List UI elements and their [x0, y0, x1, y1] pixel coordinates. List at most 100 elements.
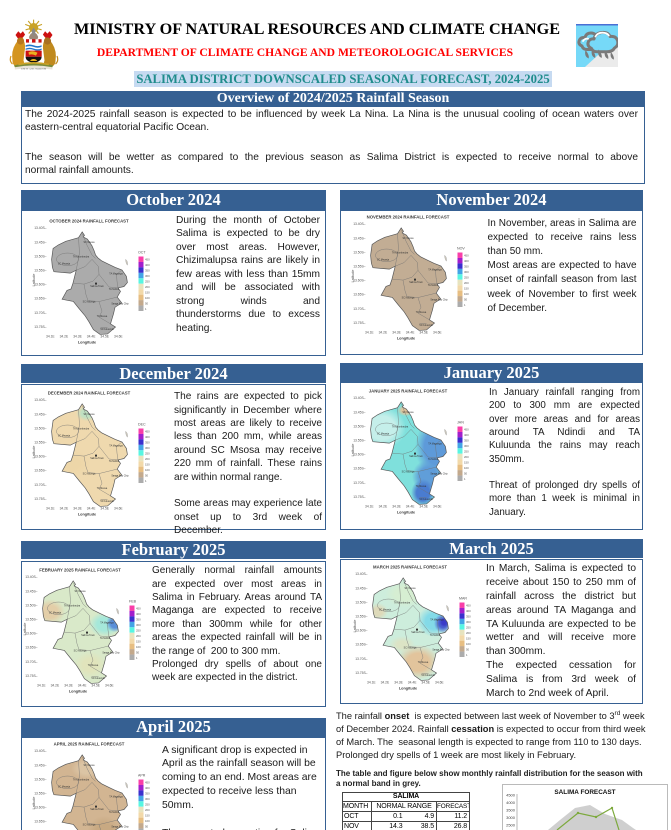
svg-text:TA Kuluunda: TA Kuluunda	[419, 324, 433, 327]
svg-text:450: 450	[464, 428, 469, 432]
svg-text:200: 200	[145, 456, 150, 460]
svg-text:400: 400	[464, 259, 469, 263]
svg-text:SC Kalonga: SC Kalonga	[74, 649, 87, 652]
svg-text:34.3E: 34.3E	[73, 506, 82, 510]
svg-text:200: 200	[145, 808, 150, 812]
svg-text:13.45S–: 13.45S–	[34, 241, 46, 245]
svg-text:TA Kuluunda: TA Kuluunda	[91, 677, 105, 680]
svg-text:Longitude: Longitude	[397, 337, 415, 341]
svg-text:1: 1	[145, 307, 147, 311]
svg-text:Salima Town: Salima Town	[411, 631, 425, 634]
svg-text:13.55S–: 13.55S–	[34, 792, 46, 796]
svg-text:13.40S–: 13.40S–	[25, 575, 37, 579]
svg-text:TA Ndindi: TA Ndindi	[100, 636, 111, 639]
svg-text:34.2E: 34.2E	[51, 683, 60, 687]
svg-text:TA Ndindi: TA Ndindi	[430, 634, 441, 637]
svg-text:TA Msusa: TA Msusa	[97, 487, 108, 490]
svg-text:SC Mwanja: SC Mwanja	[377, 433, 390, 436]
svg-text:13.45S–: 13.45S–	[34, 412, 46, 416]
svg-text:TA Khombedza: TA Khombedza	[73, 778, 90, 781]
svg-text:13.70S–: 13.70S–	[25, 659, 37, 663]
svg-text:Latitude: Latitude	[32, 797, 36, 810]
svg-text:34.3E: 34.3E	[73, 335, 82, 339]
svg-text:200: 200	[464, 281, 469, 285]
svg-text:TA Maganga: TA Maganga	[109, 444, 123, 447]
svg-text:34.3E: 34.3E	[64, 683, 73, 687]
svg-text:13.55S–: 13.55S–	[353, 439, 365, 443]
svg-text:50: 50	[464, 471, 468, 475]
svg-text:1: 1	[464, 303, 466, 307]
svg-text:400: 400	[145, 435, 150, 439]
svg-text:SC Msosa: SC Msosa	[402, 411, 414, 414]
svg-text:350: 350	[145, 440, 150, 444]
svg-text:450: 450	[145, 258, 150, 262]
svg-text:250: 250	[136, 628, 141, 632]
svg-text:Longitude: Longitude	[399, 687, 417, 691]
svg-text:SC Msosa: SC Msosa	[404, 587, 416, 590]
svg-text:13.65S–: 13.65S–	[34, 297, 46, 301]
svg-text:350: 350	[466, 615, 471, 619]
svg-text:450: 450	[145, 429, 150, 433]
svg-text:SC Kalonga: SC Kalonga	[402, 471, 415, 474]
svg-text:13.45S–: 13.45S–	[353, 410, 365, 414]
svg-text:Latitude: Latitude	[23, 622, 27, 635]
svg-text:300: 300	[145, 797, 150, 801]
svg-text:Salima Town: Salima Town	[409, 281, 423, 284]
svg-text:400: 400	[464, 433, 469, 437]
svg-text:SC Mwanja: SC Mwanja	[379, 609, 392, 612]
svg-text:13.60S–: 13.60S–	[353, 453, 365, 457]
svg-text:34.5E: 34.5E	[421, 681, 430, 685]
svg-text:450: 450	[145, 781, 150, 785]
svg-text:150: 150	[466, 636, 471, 640]
svg-text:300: 300	[466, 620, 471, 624]
svg-text:13.75S–: 13.75S–	[355, 671, 367, 675]
svg-text:300: 300	[136, 623, 141, 627]
svg-text:Latitude: Latitude	[351, 270, 355, 283]
svg-text:13.40S–: 13.40S–	[34, 227, 46, 231]
svg-text:50: 50	[145, 302, 149, 306]
svg-text:350: 350	[464, 265, 469, 269]
svg-text:SALIMA FORECAST: SALIMA FORECAST	[554, 789, 615, 796]
svg-text:TA Msusa: TA Msusa	[416, 485, 427, 488]
svg-text:DECEMBER 2024 RAINFALL FORECAS: DECEMBER 2024 RAINFALL FORECAST	[48, 390, 131, 395]
svg-text:UNITY AND FREEDOM: UNITY AND FREEDOM	[21, 68, 47, 71]
svg-text:13.45S–: 13.45S–	[25, 589, 37, 593]
svg-text:SC Msosa: SC Msosa	[402, 237, 414, 240]
svg-text:300: 300	[464, 270, 469, 274]
svg-text:34.1E: 34.1E	[367, 681, 376, 685]
svg-text:34.5E: 34.5E	[100, 506, 109, 510]
svg-text:13.65S–: 13.65S–	[34, 820, 46, 824]
svg-text:OCT: OCT	[138, 251, 146, 255]
svg-text:1: 1	[464, 477, 466, 481]
svg-text:SC Kalonga: SC Kalonga	[83, 301, 96, 304]
svg-text:TA Kuluunda: TA Kuluunda	[421, 674, 435, 677]
svg-text:13.45S–: 13.45S–	[355, 586, 367, 590]
svg-text:3500: 3500	[506, 808, 516, 813]
svg-text:50: 50	[145, 473, 149, 477]
svg-text:MARCH 2025 RAINFALL FORECAST: MARCH 2025 RAINFALL FORECAST	[373, 565, 447, 570]
svg-text:250: 250	[145, 280, 150, 284]
svg-text:13.60S–: 13.60S–	[25, 631, 37, 635]
svg-text:13.55S–: 13.55S–	[34, 269, 46, 273]
svg-text:13.65S–: 13.65S–	[355, 643, 367, 647]
svg-text:34.5E: 34.5E	[419, 331, 428, 335]
svg-text:SC Kalonga: SC Kalonga	[83, 472, 96, 475]
svg-text:TA Khombedza: TA Khombedza	[392, 251, 409, 254]
svg-text:13.50S–: 13.50S–	[34, 255, 46, 259]
svg-text:150: 150	[145, 291, 150, 295]
svg-text:34.1E: 34.1E	[46, 506, 55, 510]
svg-text:JANUARY 2025 RAINFALL FORECAST: JANUARY 2025 RAINFALL FORECAST	[369, 389, 448, 394]
svg-text:TA Khombedza: TA Khombedza	[64, 604, 81, 607]
svg-text:TA Kuluunda: TA Kuluunda	[100, 329, 114, 332]
svg-text:400: 400	[145, 264, 150, 268]
svg-text:NOV: NOV	[457, 247, 465, 251]
svg-text:SC Mwanja: SC Mwanja	[58, 263, 71, 266]
svg-text:Longitude: Longitude	[78, 512, 96, 516]
svg-text:TA Msusa: TA Msusa	[418, 661, 429, 664]
svg-text:34.4E: 34.4E	[87, 506, 96, 510]
svg-text:34.4E: 34.4E	[408, 681, 417, 685]
svg-text:Longitude: Longitude	[78, 341, 96, 345]
svg-text:34.6E: 34.6E	[114, 506, 123, 510]
svg-text:350: 350	[145, 269, 150, 273]
svg-text:34.2E: 34.2E	[379, 331, 388, 335]
